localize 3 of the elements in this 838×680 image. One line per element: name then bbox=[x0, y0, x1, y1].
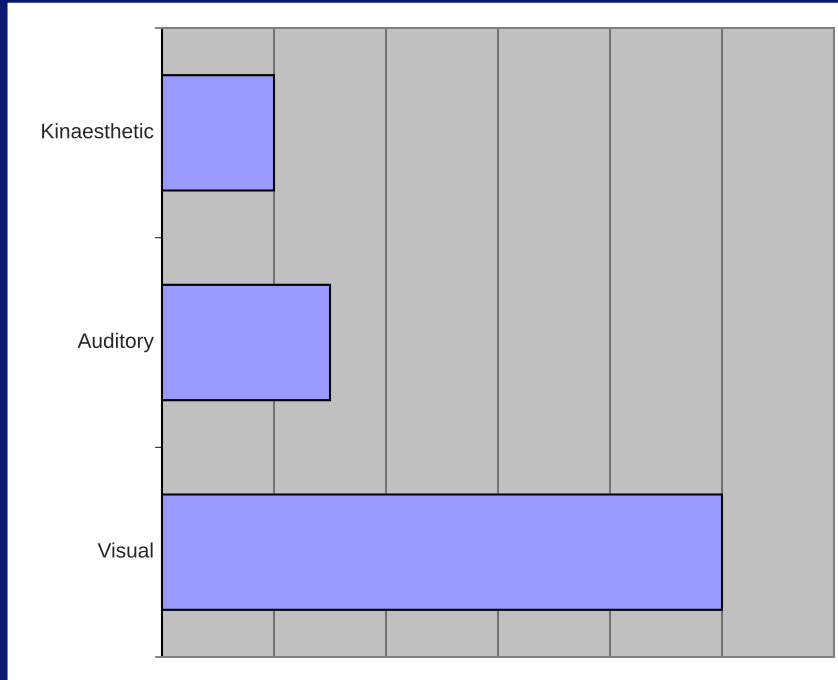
y-tick-label: Visual bbox=[98, 542, 153, 558]
y-tick-label: Auditory bbox=[78, 332, 154, 352]
y-tick-label: Kinaesthetic bbox=[42, 123, 154, 138]
